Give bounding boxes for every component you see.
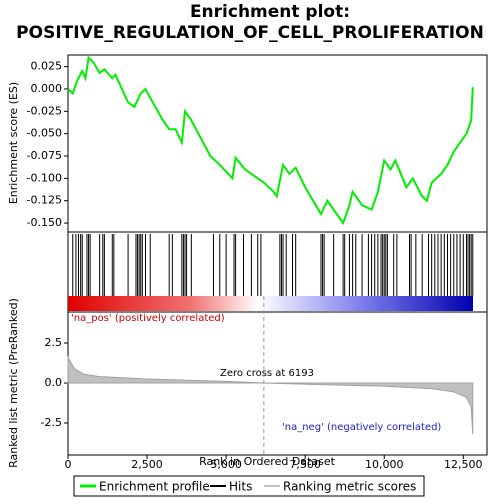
annotation: 'na_pos' (positively correlated) [71, 313, 225, 324]
y-tick-label: 0.000 [31, 82, 63, 95]
y-tick-label: 0.025 [31, 60, 63, 73]
y-tick-label: 0.0 [45, 376, 63, 389]
y-axis-label: Ranked list metric (PreRanked) [7, 298, 20, 468]
x-tick-label: 2,500 [131, 458, 163, 471]
x-tick-label: 12,500 [444, 458, 483, 471]
x-tick-label: 5,000 [210, 458, 242, 471]
y-tick-label: -0.150 [27, 216, 62, 229]
legend-label: Enrichment profile [99, 480, 210, 494]
legend-label: Ranking metric scores [283, 480, 416, 494]
es-line [67, 55, 474, 226]
y-tick-label: -2.5 [41, 416, 62, 429]
y-tick-label: -0.025 [27, 104, 62, 117]
y-tick-label: -0.100 [27, 171, 62, 184]
annotation: 'na_neg' (negatively correlated) [282, 422, 441, 433]
y-tick-label: -0.125 [27, 194, 62, 207]
chart-title: Enrichment plot: [190, 2, 350, 22]
chart-subtitle: POSITIVE_REGULATION_OF_CELL_PROLIFERATIO… [16, 23, 484, 43]
annotation: Zero cross at 6193 [220, 368, 314, 379]
x-axis-label: Rank in Ordered Dataset [199, 455, 336, 468]
color-bar [68, 296, 473, 311]
x-tick-label: 10,000 [365, 458, 404, 471]
x-tick-label: 7,500 [289, 458, 321, 471]
legend [73, 475, 425, 497]
legend-label: Hits [229, 480, 252, 494]
y-tick-label: 2.5 [45, 336, 63, 349]
y-tick-label: -0.050 [27, 127, 62, 140]
x-tick-label: 0 [65, 458, 72, 471]
y-tick-label: -0.075 [27, 149, 62, 162]
plot-frame [67, 54, 488, 456]
y-axis-label: Enrichment score (ES) [7, 82, 20, 204]
metric-area [67, 355, 474, 435]
